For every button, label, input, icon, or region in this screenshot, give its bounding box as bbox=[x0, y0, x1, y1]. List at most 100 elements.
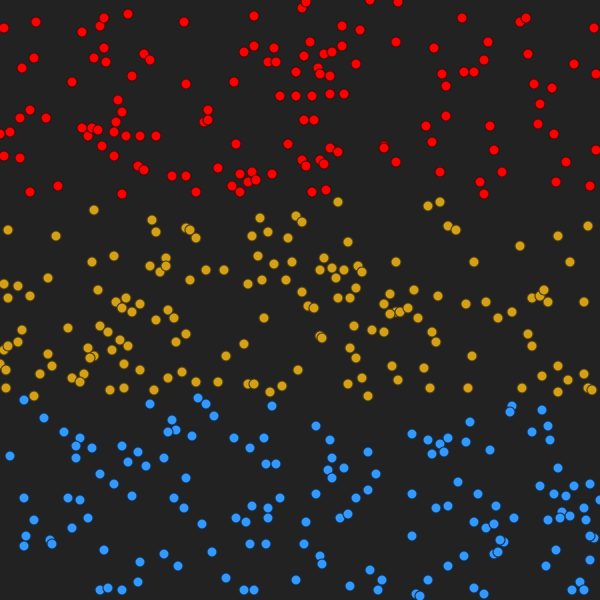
red-dot bbox=[52, 180, 64, 192]
red-dot bbox=[14, 152, 26, 164]
gold-dot bbox=[562, 374, 574, 386]
gold-dot bbox=[536, 370, 548, 382]
gold-dot bbox=[144, 260, 156, 272]
blue-dot bbox=[162, 426, 174, 438]
blue-dot bbox=[568, 480, 580, 492]
red-dot bbox=[30, 16, 42, 28]
blue-dot bbox=[376, 574, 388, 586]
red-dot bbox=[324, 70, 336, 82]
gold-dot bbox=[356, 266, 368, 278]
gold-dot bbox=[366, 324, 378, 336]
red-dot bbox=[332, 146, 344, 158]
red-dot bbox=[390, 36, 402, 48]
blue-dot bbox=[542, 420, 554, 432]
blue-dot bbox=[548, 488, 560, 500]
gold-dot bbox=[384, 308, 396, 320]
gold-dot bbox=[282, 232, 294, 244]
blue-dot bbox=[468, 516, 480, 528]
blue-dot bbox=[594, 494, 600, 506]
gold-dot bbox=[516, 382, 528, 394]
blue-dot bbox=[542, 514, 554, 526]
gold-dot bbox=[332, 292, 344, 304]
red-dot bbox=[248, 40, 260, 52]
gold-dot bbox=[108, 250, 120, 262]
blue-dot bbox=[504, 406, 516, 418]
blue-dot bbox=[58, 426, 70, 438]
gold-dot-group bbox=[0, 196, 598, 402]
blue-dot bbox=[540, 560, 552, 572]
red-dot bbox=[24, 186, 36, 198]
gold-dot bbox=[338, 264, 350, 276]
blue-dot bbox=[406, 488, 418, 500]
red-dot bbox=[306, 90, 318, 102]
blue-dot bbox=[536, 404, 548, 416]
gold-dot bbox=[264, 386, 276, 398]
red-dot bbox=[468, 66, 480, 78]
gold-dot bbox=[314, 264, 326, 276]
gold-dot bbox=[12, 280, 24, 292]
blue-dot bbox=[426, 448, 438, 460]
blue-dot bbox=[200, 398, 212, 410]
red-dot bbox=[212, 162, 224, 174]
blue-dot bbox=[442, 500, 454, 512]
red-dot bbox=[190, 186, 202, 198]
gold-dot bbox=[256, 274, 268, 286]
gold-dot bbox=[184, 224, 196, 236]
blue-dot bbox=[262, 502, 274, 514]
red-dot bbox=[270, 56, 282, 68]
blue-dot bbox=[326, 452, 338, 464]
blue-dot bbox=[488, 518, 500, 530]
red-dot bbox=[584, 180, 596, 192]
gold-dot bbox=[50, 230, 62, 242]
red-dot bbox=[528, 78, 540, 90]
gold-dot bbox=[134, 298, 146, 310]
red-dot bbox=[248, 10, 260, 22]
red-dot bbox=[4, 126, 16, 138]
gold-dot bbox=[422, 200, 434, 212]
red-dot bbox=[28, 52, 40, 64]
blue-dot bbox=[552, 462, 564, 474]
blue-dot bbox=[310, 420, 322, 432]
blue-dot bbox=[372, 584, 384, 596]
red-dot bbox=[522, 48, 534, 60]
gold-dot bbox=[378, 326, 390, 338]
blue-dot bbox=[178, 502, 190, 514]
gold-dot bbox=[296, 286, 308, 298]
gold-dot bbox=[316, 332, 328, 344]
red-dot bbox=[0, 22, 10, 34]
red-dot bbox=[378, 142, 390, 154]
gold-dot bbox=[402, 302, 414, 314]
red-dot bbox=[110, 116, 122, 128]
blue-dot bbox=[430, 502, 442, 514]
red-dot bbox=[108, 150, 120, 162]
blue-dot bbox=[82, 512, 94, 524]
gold-dot bbox=[16, 324, 28, 336]
blue-dot bbox=[18, 540, 30, 552]
gold-dot bbox=[12, 336, 24, 348]
gold-dot bbox=[526, 340, 538, 352]
blue-dot bbox=[370, 468, 382, 480]
blue-dot bbox=[508, 512, 520, 524]
blue-dot bbox=[490, 500, 502, 512]
gold-dot bbox=[578, 368, 590, 380]
blue-dot-group bbox=[4, 392, 600, 600]
gold-dot bbox=[462, 382, 474, 394]
red-dot bbox=[202, 104, 214, 116]
gold-dot bbox=[134, 364, 146, 376]
red-dot bbox=[108, 126, 120, 138]
gold-dot bbox=[0, 364, 12, 376]
blue-dot bbox=[238, 584, 250, 596]
gold-dot bbox=[252, 250, 264, 262]
gold-dot bbox=[150, 226, 162, 238]
red-dot bbox=[66, 76, 78, 88]
gold-dot bbox=[460, 298, 472, 310]
red-dot bbox=[120, 130, 132, 142]
blue-dot bbox=[438, 446, 450, 458]
gold-dot bbox=[190, 376, 202, 388]
blue-dot bbox=[180, 472, 192, 484]
gold-dot bbox=[392, 374, 404, 386]
gold-dot bbox=[200, 264, 212, 276]
red-dot bbox=[116, 188, 128, 200]
gold-dot bbox=[424, 382, 436, 394]
